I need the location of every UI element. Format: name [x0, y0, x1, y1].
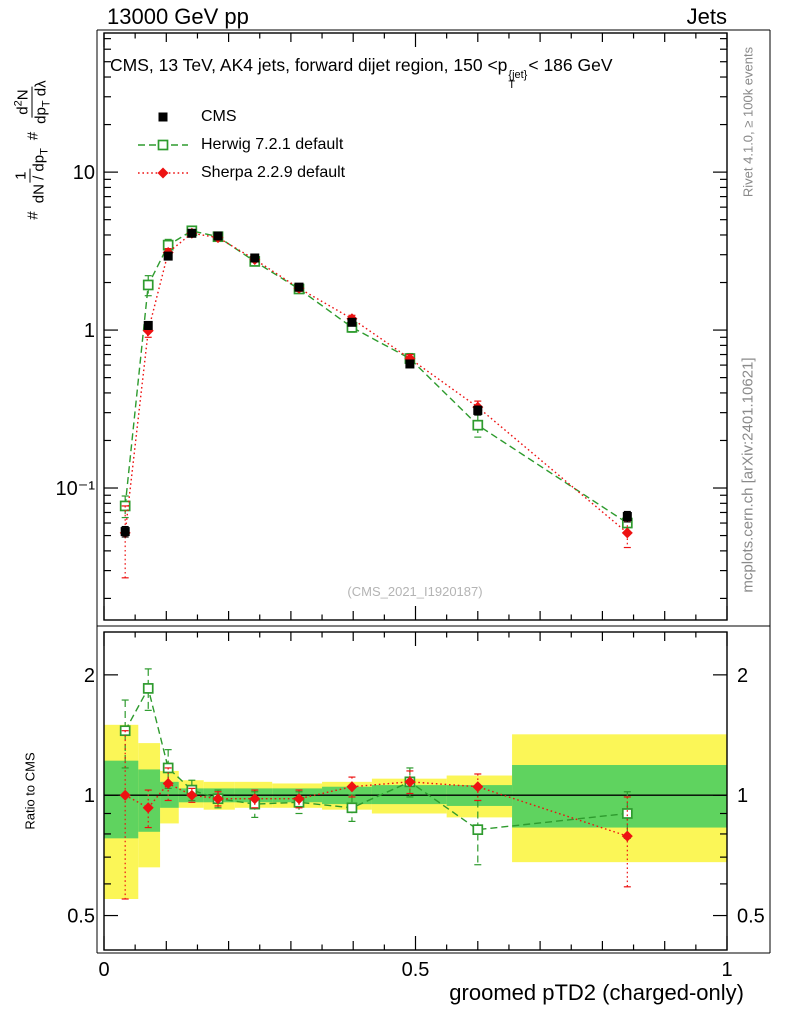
ratio-y-tick-label-right: 0.5 [737, 906, 765, 928]
cms-point [163, 251, 173, 261]
herwig-point [472, 824, 484, 836]
sherpa-point [621, 527, 633, 539]
cms-point [473, 405, 483, 415]
fraction-d2n-over-dptdlambda: d2N dpT dλ [10, 80, 56, 124]
x-axis-label: groomed pTD2 (charged-only) [449, 980, 744, 1005]
ratio-y-tick-label-left: 1 [84, 785, 95, 807]
cms-point [405, 359, 415, 369]
cms-point [294, 282, 304, 292]
herwig-point [142, 683, 154, 694]
pt-jet-superscript: {jet} [508, 69, 528, 81]
main-y-tick-label: 1 [84, 320, 95, 342]
den-subscript: T [40, 100, 53, 108]
analysis-id-watermark: (CMS_2021_I1920187) [347, 584, 483, 599]
sherpa-line [124, 781, 628, 837]
fraction-numerator: 1 [12, 168, 31, 183]
legend-label-cms: CMS [201, 108, 237, 125]
cms-point [347, 317, 357, 327]
cms-point [187, 228, 197, 238]
num-superscript: 2 [12, 100, 25, 107]
fraction-denominator: dN / dpT [31, 148, 54, 203]
sherpa-point [404, 776, 416, 788]
main-y-axis-label: # 1 dN / dpT # d2N dpT dλ [10, 80, 56, 220]
sherpa-point [249, 793, 261, 805]
sherpa-point [142, 802, 154, 814]
legend-item-cms: CMS [136, 103, 345, 131]
sherpa-marker-icon [138, 167, 188, 179]
cms-point [250, 253, 260, 263]
sherpa-point [119, 789, 131, 801]
ratio-y-tick-label-right: 1 [737, 785, 748, 807]
den-text: dλ [32, 80, 50, 101]
herwig-point [346, 802, 358, 814]
legend: CMS Herwig 7.2.1 default Sherpa 2.2.9 de… [136, 103, 345, 187]
green-uncertainty-band [104, 760, 139, 839]
beam-energy-label: 13000 GeV pp [107, 4, 249, 29]
x-tick-label: 0.5 [402, 959, 430, 981]
mcplots-reference-note: mcplots.cern.ch [arXiv:2401.10621] [739, 357, 757, 593]
sherpa-point [346, 781, 358, 793]
cms-marker-icon [158, 112, 168, 122]
herwig-point [142, 279, 154, 291]
herwig-line [124, 230, 628, 524]
ratio-y-tick-label-left: 0.5 [67, 906, 95, 928]
rivet-version-note: Rivet 4.1.0, ≥ 100k events [740, 46, 756, 198]
cms-point [622, 512, 632, 522]
den-text: dp [32, 107, 50, 124]
main-y-tick-label: 10⁻¹ [56, 478, 96, 500]
sherpa-point [212, 793, 224, 805]
pt-jet-symbol: {jet} T [508, 69, 528, 91]
cms-point [158, 112, 168, 122]
sherpa-point [186, 789, 198, 801]
fraction-denominator: dpT dλ [33, 80, 56, 123]
sherpa-point [472, 781, 484, 793]
herwig-point [621, 808, 633, 819]
herwig-line [124, 686, 628, 831]
den-text: dN / dp [30, 154, 48, 204]
sherpa-point [162, 777, 174, 789]
ratio-y-tick-label-right: 2 [737, 665, 748, 687]
hash-symbol: # [24, 131, 42, 141]
num-text: N [14, 89, 32, 101]
main-panel-series [119, 225, 633, 579]
plot-title: CMS, 13 TeV, AK4 jets, forward dijet reg… [110, 55, 613, 91]
herwig-marker-icon [138, 139, 188, 151]
ratio-y-axis-label: Ratio to CMS [22, 752, 38, 830]
fraction-one-over-dndpt: 1 dN / dpT [12, 148, 54, 203]
sherpa-point [293, 793, 305, 805]
num-text: d [14, 106, 32, 115]
ratio-panel-series [119, 668, 633, 900]
plot-title-suffix: < 186 GeV [528, 55, 613, 75]
den-subscript: T [38, 148, 51, 155]
legend-label-herwig: Herwig 7.2.1 default [201, 136, 344, 153]
herwig-point [472, 419, 484, 431]
sherpa-point [621, 830, 633, 842]
pt-jet-subscript: T [508, 79, 516, 91]
plot-title-text: CMS, 13 TeV, AK4 jets, forward dijet reg… [110, 55, 508, 75]
green-uncertainty-band [512, 765, 727, 828]
cms-point [213, 231, 223, 241]
cms-point [143, 320, 153, 330]
cms-point [120, 527, 130, 537]
legend-item-herwig: Herwig 7.2.1 default [136, 131, 345, 159]
axis-ticks [103, 33, 728, 950]
hash-symbol: # [24, 211, 42, 220]
ratio-y-tick-label-left: 2 [84, 665, 95, 687]
fraction-numerator: d2N [10, 86, 33, 118]
legend-label-sherpa: Sherpa 2.2.9 default [201, 164, 346, 181]
x-tick-label: 1 [721, 959, 732, 981]
ratio-uncertainty-bands [104, 724, 727, 899]
analysis-topic-label: Jets [686, 4, 727, 29]
legend-item-sherpa: Sherpa 2.2.9 default [136, 159, 345, 187]
pad-borders [96, 29, 771, 954]
main-y-tick-label: 10 [73, 162, 95, 184]
herwig-point [157, 139, 169, 151]
sherpa-line [124, 232, 628, 534]
x-tick-label: 0 [98, 959, 109, 981]
sherpa-point [157, 167, 169, 179]
green-uncertainty-band [138, 769, 161, 832]
